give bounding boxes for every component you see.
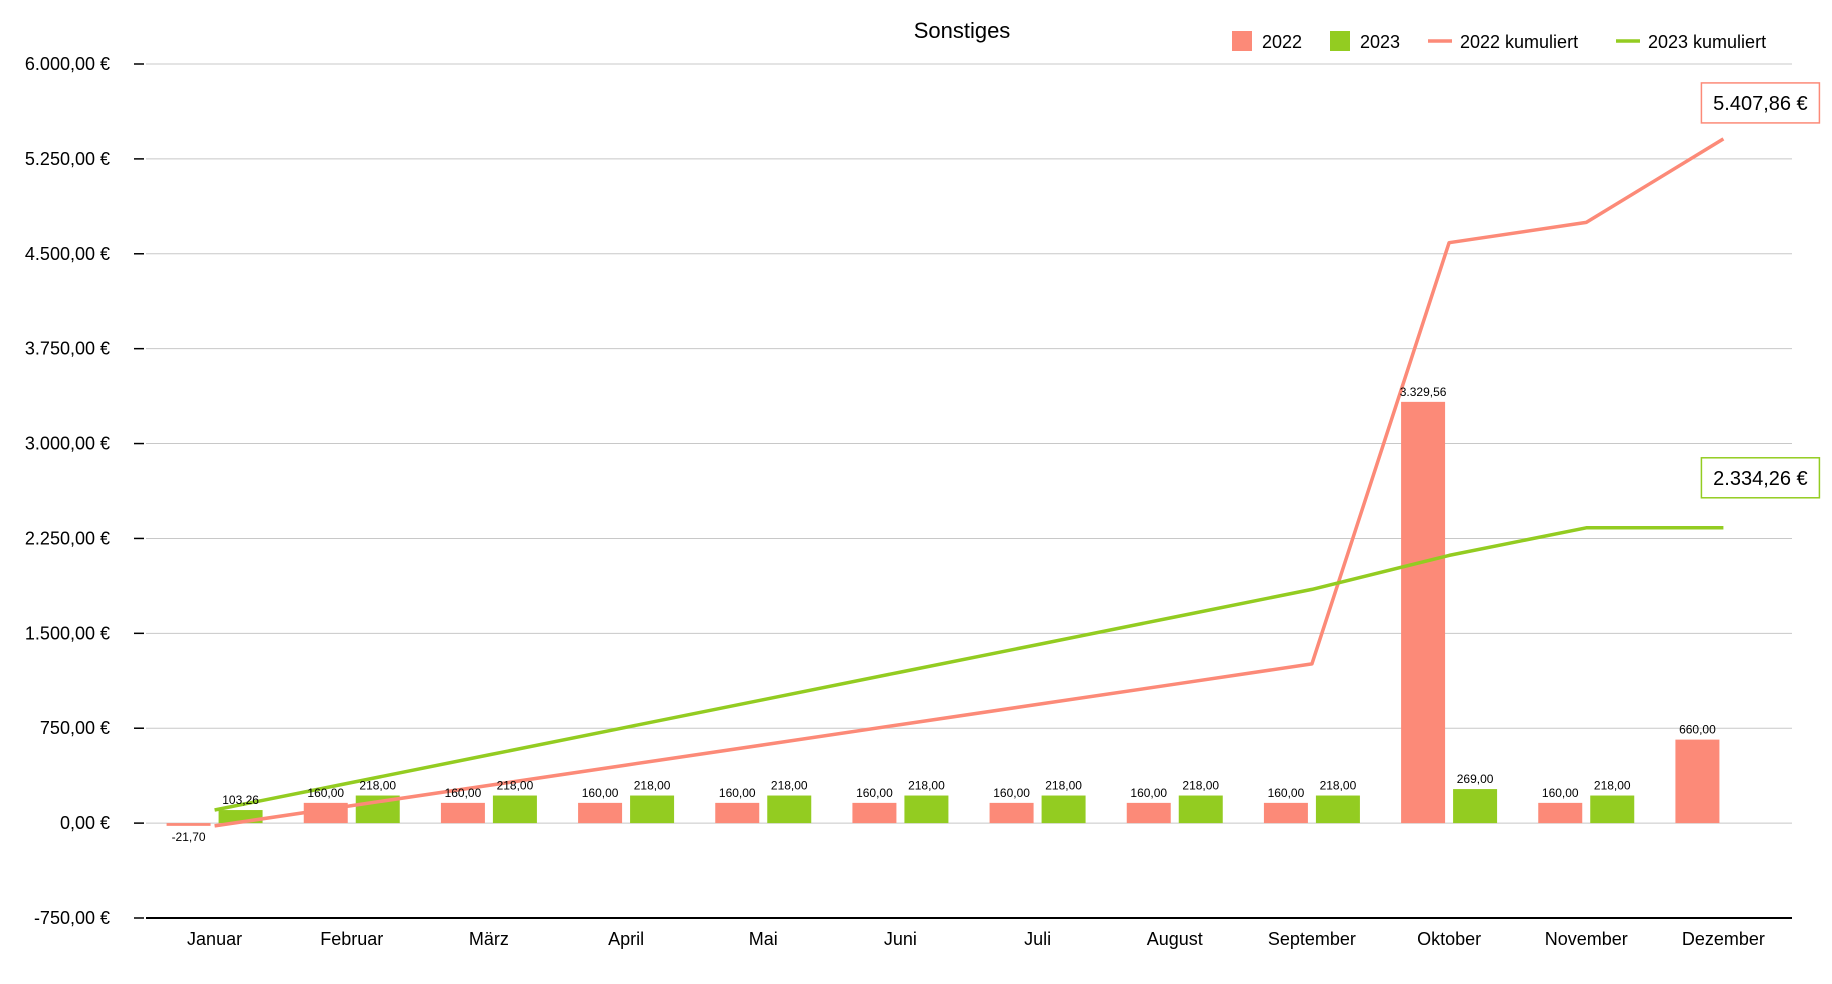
data-label: 218,00 (497, 779, 534, 793)
bar-2023 (1590, 795, 1635, 824)
data-label: 160,00 (993, 786, 1030, 800)
bar-2023 (1453, 789, 1498, 824)
data-label: 160,00 (719, 786, 756, 800)
x-tick-label: August (1147, 929, 1203, 949)
x-tick-label: April (608, 929, 644, 949)
data-label: 218,00 (1594, 779, 1631, 793)
data-label: 3.329,56 (1400, 385, 1447, 399)
bar-2022 (1263, 802, 1308, 824)
data-label: 218,00 (634, 779, 671, 793)
bar-2022 (440, 802, 485, 824)
line-2023-kumuliert (214, 526, 1724, 812)
x-tick-label: Dezember (1682, 929, 1765, 949)
callout-value: 2.334,26 € (1713, 468, 1808, 490)
bar-2023 (904, 795, 949, 824)
bar-2022 (715, 802, 760, 824)
legend-label: 2023 (1360, 32, 1400, 52)
legend-item: 2023 kumuliert (1616, 32, 1766, 52)
x-tick-label: November (1545, 929, 1628, 949)
bar-2022 (1538, 802, 1583, 824)
bar-2022 (1401, 401, 1446, 824)
data-label: -21,70 (172, 830, 206, 844)
y-tick-label: 750,00 € (40, 718, 110, 738)
y-tick-label: 4.500,00 € (25, 244, 110, 264)
bar-2023 (492, 795, 537, 824)
bars (166, 401, 1720, 826)
x-tick-label: Mai (749, 929, 778, 949)
bar-2023 (1178, 795, 1223, 824)
end-value-callout: 5.407,86 € (1700, 82, 1821, 124)
legend-label: 2022 kumuliert (1460, 32, 1578, 52)
legend-item: 2022 kumuliert (1428, 32, 1578, 52)
data-label: 160,00 (1268, 786, 1305, 800)
legend-item: 2023 (1330, 31, 1400, 52)
end-value-callout: 2.334,26 € (1700, 457, 1821, 499)
data-label: 160,00 (582, 786, 619, 800)
x-tick-label: Februar (320, 929, 383, 949)
y-tick-label: 3.750,00 € (25, 339, 110, 359)
y-tick-label: 2.250,00 € (25, 528, 110, 548)
legend-swatch (1232, 31, 1252, 51)
data-label: 160,00 (856, 786, 893, 800)
axes: -750,00 € 0,00 € 750,00 € 1.500,00 € 2.250,0… (25, 54, 1792, 949)
callout-box (1700, 82, 1821, 124)
data-label: 160,00 (445, 786, 482, 800)
line-2022-kumuliert (214, 137, 1725, 828)
bar-2022 (1126, 802, 1171, 824)
chart-title: Sonstiges (914, 18, 1011, 43)
bar-2023 (630, 795, 675, 824)
data-label: 218,00 (1045, 779, 1082, 793)
legend: 2022 2023 2022 kumuliert 2023 kumuliert (1232, 31, 1766, 52)
bar-2022 (852, 802, 897, 824)
legend-label: 2023 kumuliert (1648, 32, 1766, 52)
y-tick-label: 3.000,00 € (25, 434, 110, 454)
data-label: 160,00 (307, 786, 344, 800)
y-tick-label: 1.500,00 € (25, 623, 110, 643)
grid-lines (146, 63, 1792, 824)
bar-2022 (578, 802, 623, 824)
bar-2023 (1315, 795, 1360, 824)
callout-value: 5.407,86 € (1713, 93, 1808, 115)
data-label: 218,00 (359, 779, 396, 793)
data-label: 218,00 (1182, 779, 1219, 793)
data-label: 218,00 (771, 779, 808, 793)
x-tick-label: März (469, 929, 509, 949)
data-label: 160,00 (1130, 786, 1167, 800)
x-tick-label: Oktober (1417, 929, 1481, 949)
legend-swatch (1330, 31, 1350, 51)
data-label: 660,00 (1679, 723, 1716, 737)
cumulative-lines (214, 137, 1725, 828)
x-tick-label: September (1268, 929, 1356, 949)
bar-2022 (989, 802, 1034, 824)
data-label: 103,26 (222, 793, 259, 807)
y-tick-label: -750,00 € (34, 908, 110, 928)
y-tick-label: 5.250,00 € (25, 149, 110, 169)
data-labels: -21,70 160,00 160,00 160,00 160,00 160,00 160,… (172, 82, 1821, 844)
bar-2023 (1041, 795, 1086, 824)
bar-2022 (1675, 739, 1720, 824)
legend-item: 2022 (1232, 31, 1302, 52)
data-label: 218,00 (1320, 779, 1357, 793)
legend-label: 2022 (1262, 32, 1302, 52)
bar-2022 (166, 823, 211, 826)
y-tick-label: 6.000,00 € (25, 54, 110, 74)
bar-2023 (767, 795, 812, 824)
x-tick-label: Januar (187, 929, 242, 949)
data-label: 160,00 (1542, 786, 1579, 800)
data-label: 218,00 (908, 779, 945, 793)
y-tick-label: 0,00 € (60, 813, 110, 833)
x-tick-label: Juli (1024, 929, 1051, 949)
callout-box (1700, 457, 1821, 499)
data-label: 269,00 (1457, 772, 1494, 786)
x-tick-label: Juni (884, 929, 917, 949)
